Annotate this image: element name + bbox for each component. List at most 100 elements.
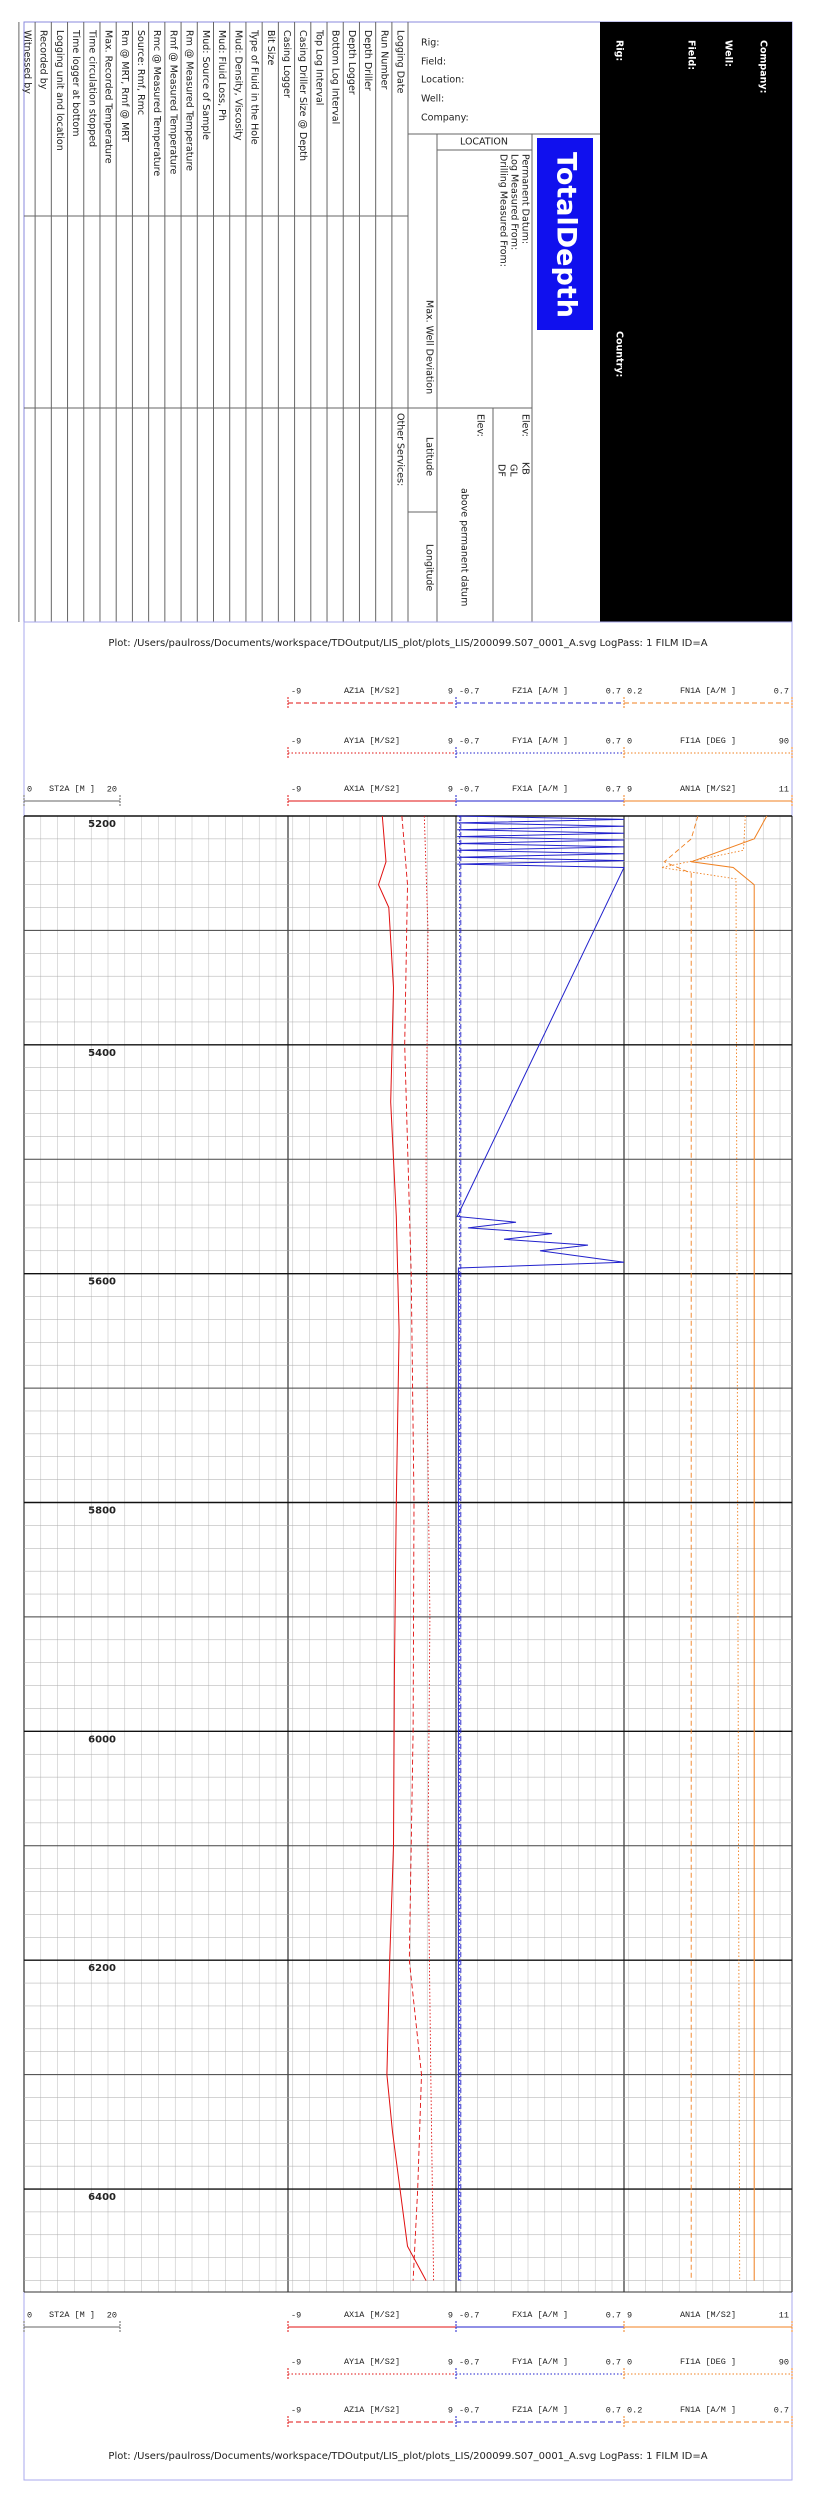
scale-min: -0.7 xyxy=(459,784,479,794)
curve-unit: [A/M ] xyxy=(537,784,568,794)
curve-unit: [M/S2] xyxy=(369,2310,400,2320)
curve-unit: [M/S2] xyxy=(369,784,400,794)
scale-name: FI1A [DEG ] xyxy=(680,736,736,746)
max-deviation: Max. Well Deviation xyxy=(424,300,435,394)
scale-header: -9 AX1A [M/S2] 9 xyxy=(287,784,457,807)
datum: Drilling Measured From: xyxy=(498,154,509,267)
curve-unit: [A/M ] xyxy=(537,736,568,746)
elev: Elev: xyxy=(475,414,486,437)
row-label: Bit Size xyxy=(265,30,276,66)
scale-min: -9 xyxy=(291,784,301,794)
curve-unit: [M/S2] xyxy=(369,736,400,746)
scale-header: 0 FI1A [DEG ] 90 xyxy=(623,736,793,759)
latitude: Latitude xyxy=(424,437,435,476)
curve xyxy=(377,815,427,2281)
scale-max: 0.7 xyxy=(774,2405,789,2415)
curve-unit: [A/M ] xyxy=(537,2310,568,2320)
row-label: Casing Logger xyxy=(281,30,292,98)
curve-name: AZ1A xyxy=(344,2405,365,2415)
scale-max: 9 xyxy=(448,736,453,746)
scale-header: 0 ST2A [M ] 20 xyxy=(23,2310,121,2333)
curve-unit: [A/M ] xyxy=(537,2405,568,2415)
plot-caption: Plot: /Users/paulross/Documents/workspac… xyxy=(108,2451,707,2462)
scale-name: FN1A [A/M ] xyxy=(680,2405,736,2415)
curve-name: AY1A xyxy=(344,2357,365,2367)
label: Field: xyxy=(421,57,446,68)
row-label: Witnessed by xyxy=(22,30,33,94)
scale-min: 0 xyxy=(27,784,32,794)
scale-name: AY1A [M/S2] xyxy=(344,736,400,746)
curve-name: FI1A xyxy=(680,2357,701,2367)
row-label: Logging Date xyxy=(395,30,406,94)
depth-label: 5200 xyxy=(88,819,116,830)
scale-header: -0.7 FX1A [A/M ] 0.7 xyxy=(455,2310,625,2333)
other-services: Other Services: xyxy=(395,413,406,486)
row-label: Depth Driller xyxy=(362,30,373,91)
scale-max: 9 xyxy=(448,686,453,696)
panel-well: Well: xyxy=(723,40,734,67)
panel-company: Company: xyxy=(758,40,769,93)
row-label: Max. Recorded Temperature xyxy=(103,30,114,164)
scale-header: -0.7 FY1A [A/M ] 0.7 xyxy=(455,2357,625,2380)
curve-name: AX1A xyxy=(344,784,365,794)
label: Rig: xyxy=(421,38,439,49)
scale-header: -9 AZ1A [M/S2] 9 xyxy=(287,2405,457,2428)
scale-max: 9 xyxy=(448,2405,453,2415)
logo: TotalDepth xyxy=(551,152,582,318)
logo-box xyxy=(535,136,595,332)
scale-name: ST2A [M ] xyxy=(49,784,95,794)
curve-name: AX1A xyxy=(344,2310,365,2320)
row-label: Rmc @ Measured Temperature xyxy=(151,30,162,176)
label: Well: xyxy=(421,94,444,105)
curve xyxy=(401,815,422,2281)
scale-name: FN1A [A/M ] xyxy=(680,686,736,696)
curve-name: AN1A xyxy=(680,784,701,794)
depth-label: 6000 xyxy=(88,1734,116,1745)
scale-min: 9 xyxy=(627,2310,632,2320)
panel-rig: Rig: xyxy=(614,40,625,61)
scale-header: 9 AN1A [M/S2] 11 xyxy=(623,2310,793,2333)
scale-min: 9 xyxy=(627,784,632,794)
scale-min: -9 xyxy=(291,2405,301,2415)
kb: KB xyxy=(520,462,531,475)
curve xyxy=(691,815,768,2281)
scale-min: -0.7 xyxy=(459,686,479,696)
panel-field: Field: xyxy=(686,40,697,70)
row-label: Casing Driller Size @ Depth xyxy=(297,30,308,161)
curve-unit: [A/M ] xyxy=(537,686,568,696)
scale-max: 0.7 xyxy=(606,2357,621,2367)
depth-label: 5800 xyxy=(88,1506,116,1517)
scale-name: FI1A [DEG ] xyxy=(680,2357,736,2367)
scale-max: 0.7 xyxy=(606,2310,621,2320)
curve xyxy=(456,815,625,2281)
row-label: Mud: Density, Viscosity xyxy=(232,30,243,141)
scale-header: -9 AZ1A [M/S2] 9 xyxy=(287,686,457,709)
scale-name: AZ1A [M/S2] xyxy=(344,686,400,696)
row-label: Time logger at bottom xyxy=(70,29,81,136)
scale-min: -9 xyxy=(291,2357,301,2367)
curve-name: ST2A xyxy=(49,2310,70,2320)
scale-max: 9 xyxy=(448,784,453,794)
scale-max: 0.7 xyxy=(606,784,621,794)
scale-min: -9 xyxy=(291,736,301,746)
scale-header: 0 FI1A [DEG ] 90 xyxy=(623,2357,793,2380)
curve-name: FI1A xyxy=(680,736,701,746)
scale-name: AY1A [M/S2] xyxy=(344,2357,400,2367)
depth-label: 5600 xyxy=(88,1277,116,1288)
curve-name: FN1A xyxy=(680,686,701,696)
curve-name: ST2A xyxy=(49,784,70,794)
scale-name: FZ1A [A/M ] xyxy=(512,686,568,696)
label: Location: xyxy=(421,75,464,86)
scale-min: -9 xyxy=(291,686,301,696)
curve-name: FX1A xyxy=(512,784,533,794)
scale-header: 0.2 FN1A [A/M ] 0.7 xyxy=(623,686,793,709)
scale-max: 20 xyxy=(107,784,117,794)
curve-unit: [M ] xyxy=(75,2310,95,2320)
gl: GL xyxy=(508,464,519,477)
longitude: Longitude xyxy=(424,544,435,591)
scale-min: -0.7 xyxy=(459,736,479,746)
scale-max: 9 xyxy=(448,2357,453,2367)
scale-min: -0.7 xyxy=(459,2310,479,2320)
scale-name: AX1A [M/S2] xyxy=(344,2310,400,2320)
scale-max: 0.7 xyxy=(606,736,621,746)
